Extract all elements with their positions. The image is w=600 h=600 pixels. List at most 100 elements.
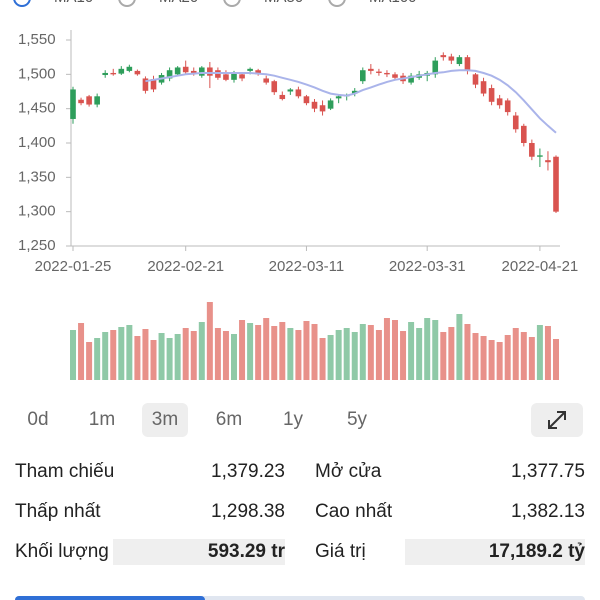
volume-bar (214, 328, 221, 380)
candle-body (142, 78, 149, 91)
volume-bar (263, 318, 270, 380)
volume-bar (456, 314, 463, 380)
volume-bar (400, 331, 407, 380)
candle-body (166, 70, 173, 79)
candle-body (376, 71, 382, 73)
ma-line (145, 69, 557, 134)
stat-label: Mở cửa (315, 461, 382, 482)
volume-bar (303, 321, 310, 380)
range-button[interactable]: 6m (216, 409, 242, 430)
volume-bar (255, 325, 262, 380)
volume-bar (343, 328, 350, 380)
volume-bar (544, 326, 551, 380)
bottom-tab-active[interactable] (15, 596, 205, 600)
range-selected[interactable] (142, 403, 188, 437)
volume-bar (464, 324, 471, 380)
volume-bar (488, 340, 495, 380)
candle-body (182, 66, 189, 73)
legend-radio[interactable] (13, 0, 31, 7)
candle-body (279, 94, 286, 100)
volume-bar (271, 326, 278, 380)
legend-radio[interactable] (223, 0, 241, 7)
candle-body (150, 79, 157, 90)
volume-bar (383, 318, 390, 380)
legend-label: MA50 (264, 0, 303, 6)
x-tick-label: 2022-03-11 (269, 258, 345, 275)
candle-body (448, 56, 455, 61)
volume-bar (416, 328, 423, 380)
stat-label: Tham chiếu (15, 461, 114, 482)
volume-bar (480, 336, 487, 380)
candle-body (247, 68, 253, 71)
expand-icon (548, 411, 566, 429)
volume-bar (166, 338, 173, 380)
legend-radio[interactable] (118, 0, 136, 7)
volume-bar (222, 331, 229, 380)
volume-bar (367, 325, 374, 380)
candle-body (110, 72, 117, 75)
volume-bar (239, 320, 246, 380)
x-tick-label: 2022-01-25 (35, 258, 112, 275)
volume-bar (150, 340, 157, 380)
range-button[interactable]: 0d (27, 409, 48, 430)
volume-bar (94, 338, 101, 380)
candle-body (231, 72, 237, 80)
volume-bar (110, 330, 117, 380)
legend-radio[interactable] (328, 0, 346, 7)
candle-body (199, 67, 205, 76)
volume-bar (472, 333, 479, 380)
stat-label: Giá trị (315, 541, 366, 562)
volume-bar (287, 328, 294, 380)
legend-label: MA10 (54, 0, 93, 6)
range-button[interactable]: 1y (283, 409, 304, 430)
candle-body (311, 101, 318, 109)
candle-body (118, 68, 125, 74)
x-tick-label: 2022-04-21 (502, 258, 579, 275)
range-button[interactable]: 1m (89, 409, 115, 430)
y-tick-label: 1,500 (18, 65, 56, 82)
volume-bar (520, 332, 527, 380)
volume-bar (118, 327, 125, 380)
candle-body (529, 143, 535, 157)
y-tick-label: 1,450 (18, 100, 56, 117)
candle-body (384, 72, 390, 75)
candle-body (287, 89, 294, 92)
range-button[interactable]: 5y (347, 409, 368, 430)
candle-body (335, 96, 342, 99)
stat-label: Thấp nhất (15, 501, 101, 522)
volume-bar (392, 320, 398, 380)
volume-bar (126, 325, 133, 380)
candle-body (496, 98, 503, 106)
volume-bar (448, 327, 455, 380)
stat-label: Khối lượng (15, 541, 109, 562)
volume-bar (408, 322, 415, 380)
volume-bar (190, 331, 197, 380)
candle-body (134, 70, 141, 75)
volume-bar (536, 325, 543, 380)
candle-body (488, 88, 495, 102)
y-tick-label: 1,400 (18, 134, 56, 151)
range-button[interactable]: 3m (152, 409, 178, 430)
candle-body (223, 74, 229, 80)
legend-label: MA100 (369, 0, 417, 6)
candle-body (392, 74, 398, 78)
volume-bar (158, 333, 165, 380)
volume-bar (311, 324, 318, 380)
candle-body (86, 96, 92, 105)
candle-body (351, 90, 358, 94)
candle-body (255, 70, 261, 75)
candle-body (504, 100, 511, 113)
stat-value: 1,382.13 (511, 501, 585, 522)
candle-body (263, 78, 269, 83)
candle-body (70, 89, 76, 119)
candle-body (271, 81, 278, 93)
volume-bar (295, 330, 302, 380)
x-tick-label: 2022-02-21 (147, 258, 224, 275)
volume-bar (231, 334, 237, 380)
volume-bar (424, 318, 431, 380)
volume-bar (182, 328, 189, 380)
candle-body (295, 89, 302, 97)
volume-bar (375, 330, 382, 380)
candle-body (432, 60, 439, 75)
